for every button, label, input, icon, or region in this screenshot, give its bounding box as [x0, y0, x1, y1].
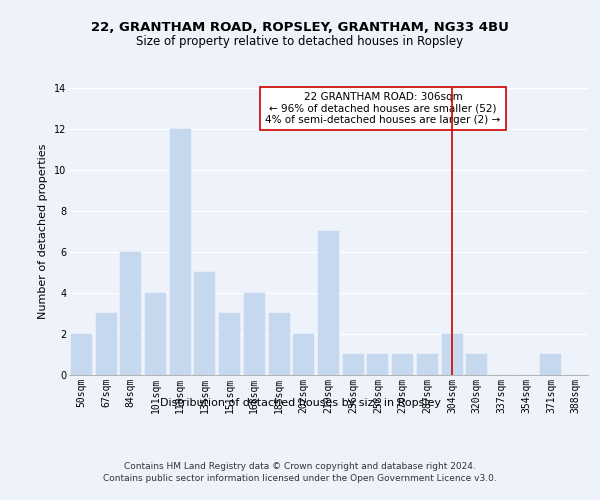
Bar: [417, 354, 438, 375]
Bar: [219, 314, 240, 375]
Text: 22, GRANTHAM ROAD, ROPSLEY, GRANTHAM, NG33 4BU: 22, GRANTHAM ROAD, ROPSLEY, GRANTHAM, NG…: [91, 21, 509, 34]
Bar: [194, 272, 215, 375]
Bar: [367, 354, 388, 375]
Text: Size of property relative to detached houses in Ropsley: Size of property relative to detached ho…: [136, 34, 464, 48]
Bar: [318, 231, 339, 375]
Bar: [343, 354, 364, 375]
Bar: [244, 293, 265, 375]
Bar: [293, 334, 314, 375]
Bar: [145, 293, 166, 375]
Bar: [71, 334, 92, 375]
Text: 22 GRANTHAM ROAD: 306sqm
← 96% of detached houses are smaller (52)
4% of semi-de: 22 GRANTHAM ROAD: 306sqm ← 96% of detach…: [265, 92, 500, 125]
Bar: [269, 314, 290, 375]
Bar: [120, 252, 141, 375]
Text: Contains HM Land Registry data © Crown copyright and database right 2024.
Contai: Contains HM Land Registry data © Crown c…: [103, 462, 497, 483]
Y-axis label: Number of detached properties: Number of detached properties: [38, 144, 48, 319]
Text: Distribution of detached houses by size in Ropsley: Distribution of detached houses by size …: [160, 398, 440, 407]
Bar: [466, 354, 487, 375]
Bar: [170, 128, 191, 375]
Bar: [541, 354, 562, 375]
Bar: [95, 314, 116, 375]
Bar: [392, 354, 413, 375]
Bar: [442, 334, 463, 375]
